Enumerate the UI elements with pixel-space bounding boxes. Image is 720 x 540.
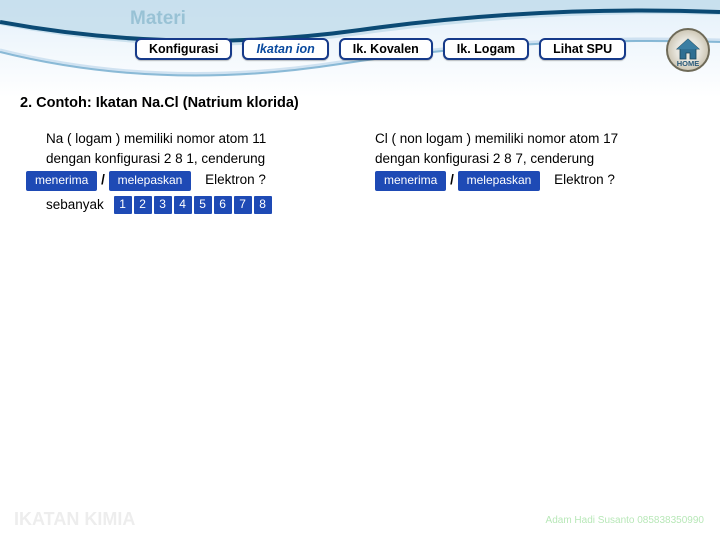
section-title: Materi [130,8,186,30]
footer-title-ghost: IKATAN KIMIA [14,509,135,530]
num-2[interactable]: 2 [134,196,152,214]
nav-ikatan-ion[interactable]: Ikatan ion [242,38,328,60]
home-button[interactable]: HOME [666,28,710,72]
number-row: 1 2 3 4 5 6 7 8 [114,196,272,214]
left-column: Na ( logam ) memiliki nomor atom 11 deng… [20,129,345,214]
num-1[interactable]: 1 [114,196,132,214]
num-6[interactable]: 6 [214,196,232,214]
cl-elektron-q: Elektron ? [554,172,615,187]
na-melepaskan-chip[interactable]: melepaskan [109,171,192,190]
nav-ik-logam[interactable]: Ik. Logam [443,38,529,60]
nav-row: Konfigurasi Ikatan ion Ik. Kovalen Ik. L… [135,38,626,60]
nav-ik-kovalen[interactable]: Ik. Kovalen [339,38,433,60]
na-line1: Na ( logam ) memiliki nomor atom 11 [20,129,345,149]
home-label: HOME [666,59,710,68]
num-3[interactable]: 3 [154,196,172,214]
sebanyak-label: sebanyak [46,197,104,212]
num-4[interactable]: 4 [174,196,192,214]
cl-line1: Cl ( non logam ) memiliki nomor atom 17 [375,129,700,149]
example-subtitle: 2. Contoh: Ikatan Na.Cl (Natrium klorida… [20,95,700,111]
nav-lihat-spu[interactable]: Lihat SPU [539,38,626,60]
cl-line2: dengan konfigurasi 2 8 7, cenderung [375,149,700,169]
na-elektron-q: Elektron ? [205,172,266,187]
na-menerima-chip[interactable]: menerima [26,171,97,190]
cl-melepaskan-chip[interactable]: melepaskan [458,171,541,190]
right-column: Cl ( non logam ) memiliki nomor atom 17 … [375,129,700,214]
slash-sep-2: / [450,172,458,187]
nav-konfigurasi[interactable]: Konfigurasi [135,38,232,60]
num-7[interactable]: 7 [234,196,252,214]
na-line2: dengan konfigurasi 2 8 1, cenderung [20,149,345,169]
footer-credit: Adam Hadi Susanto 085838350990 [546,515,704,526]
cl-menerima-chip[interactable]: menerima [375,171,446,190]
num-5[interactable]: 5 [194,196,212,214]
slash-sep: / [101,172,109,187]
num-8[interactable]: 8 [254,196,272,214]
content-area: 2. Contoh: Ikatan Na.Cl (Natrium klorida… [20,95,700,214]
